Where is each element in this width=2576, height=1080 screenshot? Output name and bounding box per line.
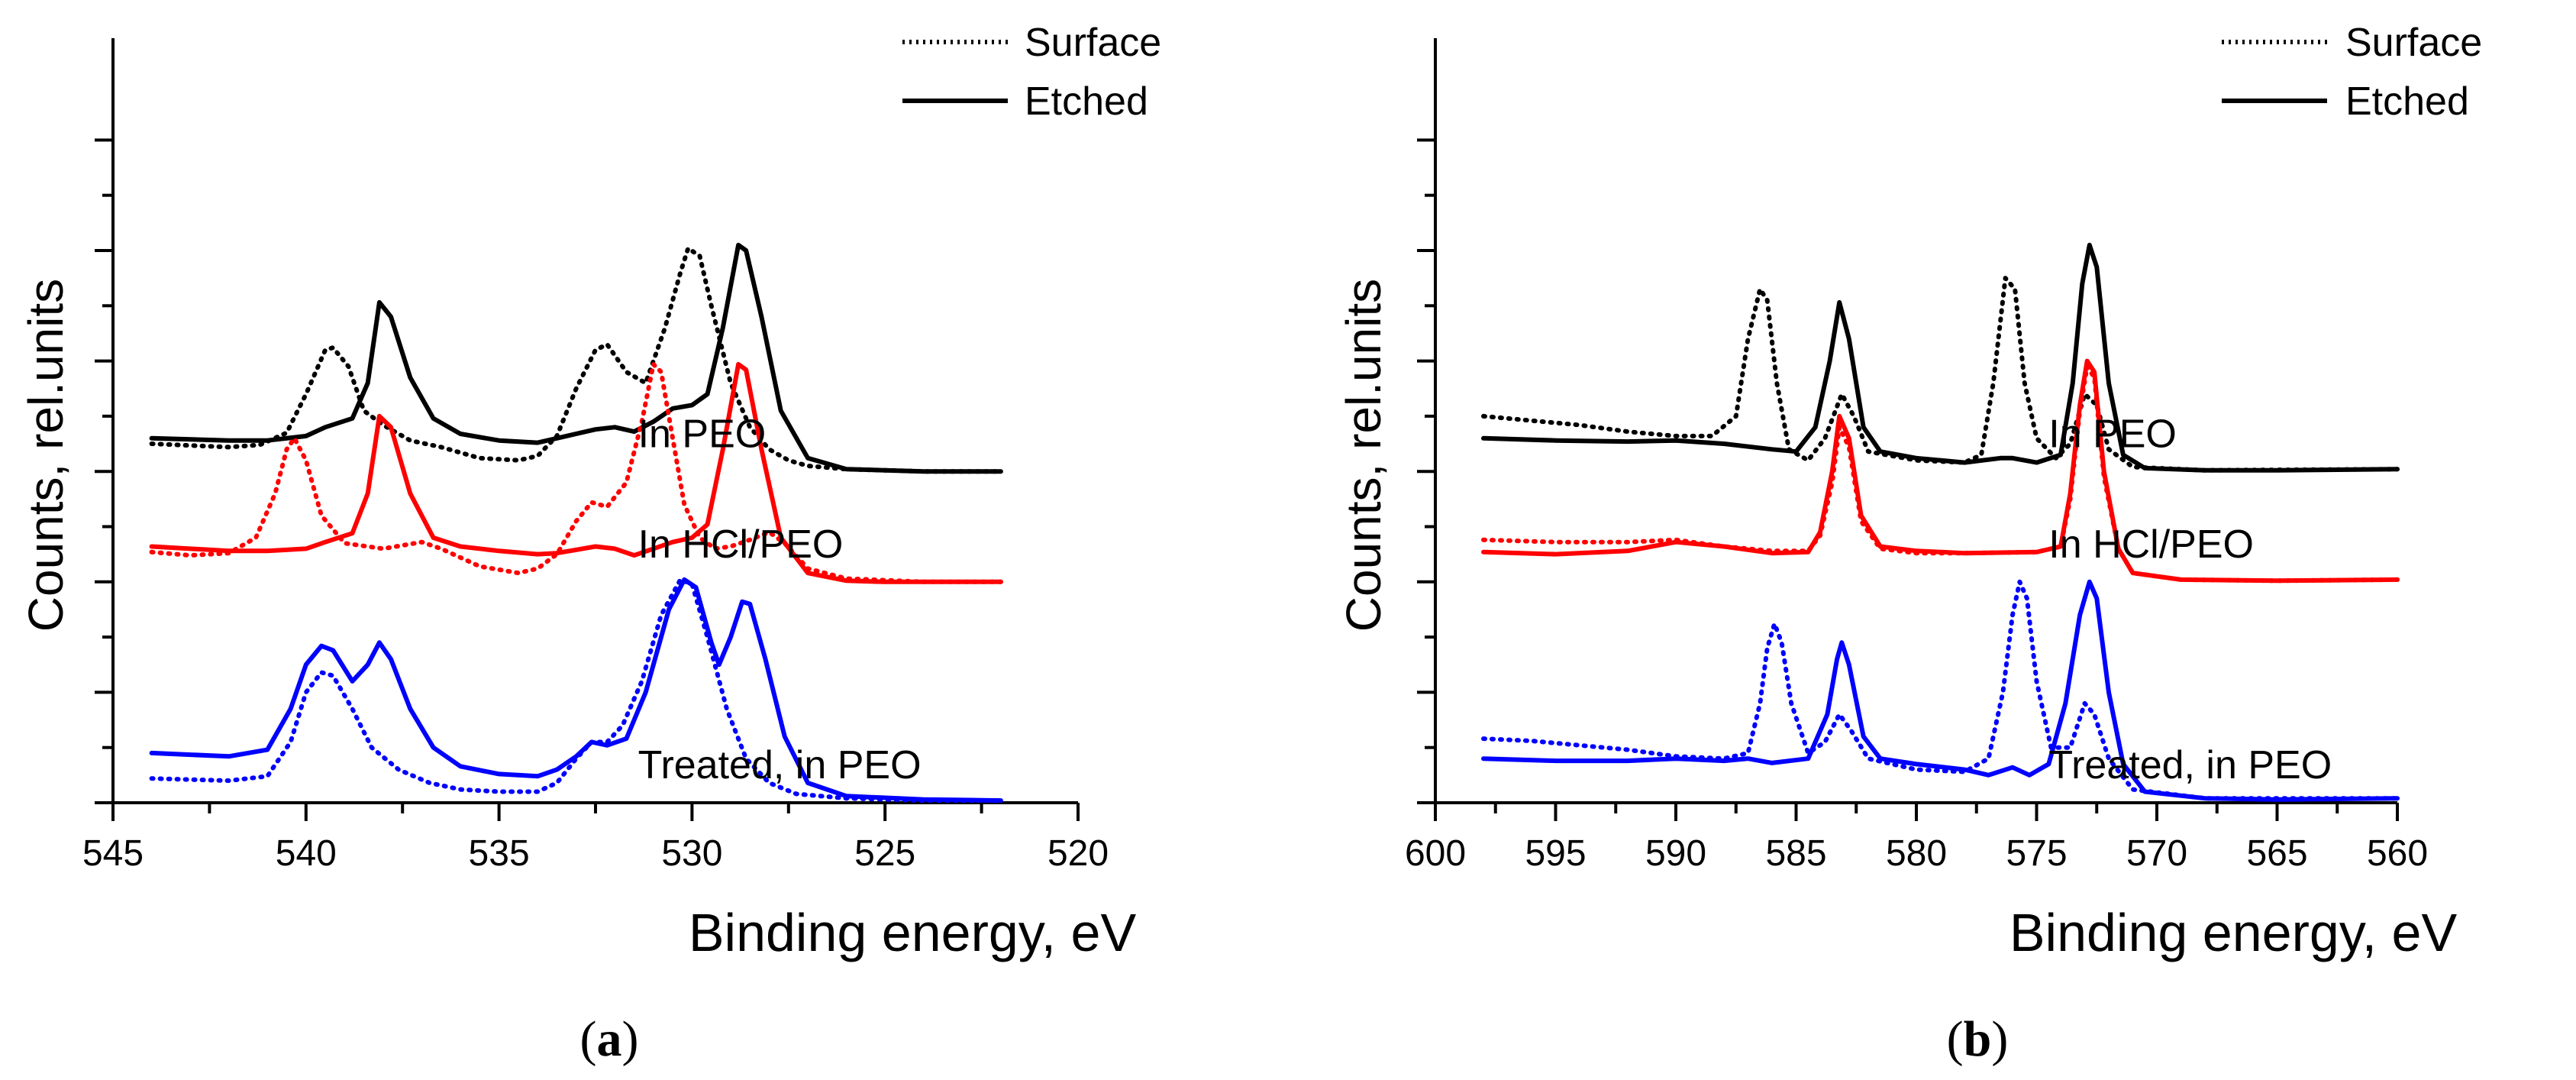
x-tick-label: 575 [2006,833,2067,874]
curve-label: Treated, in PEO [638,743,922,787]
panel-a-legend: Surface Etched [902,21,1161,124]
x-tick-label: 520 [1048,833,1109,874]
panel-a-y-axis-title: Counts, rel.units [18,279,73,632]
series-treated-in-peo-surface [1481,579,2400,801]
panel-b-y-axis-title: Counts, rel.units [1336,279,1391,632]
curve-label: In HCl/PEO [2048,522,2254,567]
x-tick-label: 545 [82,833,144,874]
legend-etched-label: Etched [1025,79,1148,124]
panel-b: Surface Etched Counts, rel.units Binding… [1336,21,2482,1067]
panel-b-letter: b [1964,1011,1992,1067]
series-in-peo-surface [1481,276,2400,473]
x-tick-label: 540 [276,833,337,874]
x-tick-label: 570 [2126,833,2187,874]
x-tick-label: 525 [854,833,915,874]
curve-label: In PEO [638,412,767,456]
x-tick-label: 580 [1886,833,1947,874]
curve-label: Treated, in PEO [2048,743,2332,787]
panel-a-letter: a [597,1011,622,1067]
panel-a: Surface Etched Counts, rel.units Binding… [18,21,1161,1067]
x-tick-label: 535 [469,833,530,874]
series-in-hcl-peo-surface [149,361,1003,584]
x-tick-label: 595 [1525,833,1586,874]
panel-a-x-axis-title: Binding energy, eV [689,903,1137,962]
x-tick-label: 530 [661,833,722,874]
curve-label: In PEO [2048,412,2177,456]
curve-label: In HCl/PEO [638,522,844,567]
x-tick-label: 590 [1645,833,1706,874]
legend-surface-label: Surface [2345,21,2482,65]
panel-b-caption: (b) [1947,1011,2009,1067]
panel-a-caption: (a) [580,1011,639,1067]
panel-b-x-axis-title: Binding energy, eV [2009,903,2458,962]
series-in-peo-etched [149,242,1003,474]
series-treated-in-peo-surface [149,577,1003,804]
series-treated-in-peo-etched [1481,579,2400,802]
panel-b-legend: Surface Etched [2222,21,2482,124]
series-in-hcl-peo-surface [1481,364,2400,584]
x-tick-label: 600 [1405,833,1466,874]
series-in-peo-etched [1481,242,2400,473]
x-tick-label: 585 [1765,833,1826,874]
x-tick-label: 560 [2367,833,2428,874]
legend-etched-label: Etched [2345,79,2469,124]
legend-surface-label: Surface [1025,21,1161,65]
x-tick-label: 565 [2246,833,2307,874]
series-in-hcl-peo-etched [149,361,1003,584]
